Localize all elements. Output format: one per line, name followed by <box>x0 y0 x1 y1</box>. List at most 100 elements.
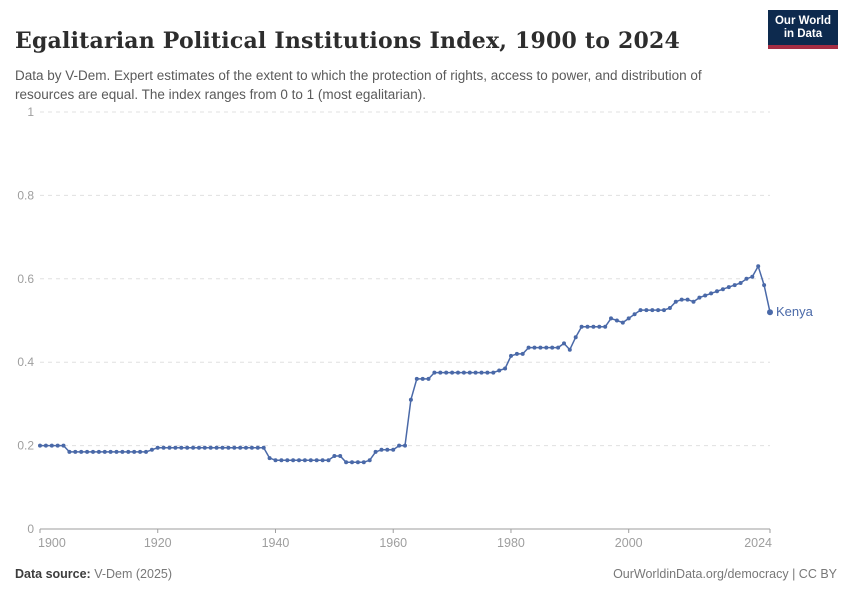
data-point <box>709 291 714 296</box>
x-tick-label: 1940 <box>262 536 290 550</box>
data-point <box>509 353 513 358</box>
data-point <box>155 445 160 450</box>
data-point <box>726 285 731 290</box>
data-point <box>450 370 455 375</box>
data-point <box>573 335 578 340</box>
data-point <box>438 370 443 375</box>
data-point <box>273 458 278 463</box>
data-point <box>609 316 613 321</box>
data-point <box>132 449 137 454</box>
data-point <box>91 449 95 454</box>
data-point <box>656 308 661 313</box>
data-point <box>456 370 460 375</box>
data-point <box>279 458 284 463</box>
data-point <box>426 376 431 381</box>
data-point <box>291 458 296 463</box>
data-point <box>638 308 643 313</box>
x-tick-label: 2024 <box>744 536 772 550</box>
data-point <box>414 376 419 381</box>
data-point <box>703 293 708 298</box>
data-point-end <box>767 309 773 316</box>
data-point <box>715 289 719 294</box>
data-point <box>685 297 690 302</box>
data-point <box>403 443 407 448</box>
entity-label[interactable]: Kenya <box>776 304 813 320</box>
data-point <box>191 445 196 450</box>
logo-line-1: Our World <box>774 15 831 27</box>
data-point <box>297 458 301 463</box>
data-point <box>185 445 190 450</box>
data-point <box>732 283 737 288</box>
data-point <box>503 366 508 371</box>
owid-logo[interactable]: Our World in Data <box>767 10 838 49</box>
data-point <box>532 345 537 350</box>
page-title: Egalitarian Political Institutions Index… <box>15 27 681 54</box>
chart-subtitle: Data by V-Dem. Expert estimates of the e… <box>15 67 702 102</box>
data-point <box>144 449 148 454</box>
data-point <box>202 445 207 450</box>
data-point <box>338 454 343 458</box>
data-point <box>350 460 354 465</box>
data-point <box>744 276 749 281</box>
data-point <box>614 318 619 323</box>
data-point <box>750 274 755 279</box>
data-point <box>61 443 66 448</box>
data-point <box>102 449 107 454</box>
data-point <box>108 449 113 454</box>
data-point <box>738 281 743 285</box>
data-point <box>620 320 625 325</box>
data-point <box>662 308 666 313</box>
data-point <box>208 445 213 450</box>
data-point <box>562 341 566 346</box>
data-point <box>367 458 372 463</box>
data-point <box>650 308 655 313</box>
data-point <box>397 443 402 448</box>
data-point <box>226 445 231 450</box>
data-point <box>762 283 767 288</box>
data-point <box>479 370 484 375</box>
data-point <box>261 445 266 450</box>
data-point <box>55 443 60 448</box>
data-point <box>67 449 72 454</box>
data-point <box>644 308 649 313</box>
data-point <box>85 449 90 454</box>
data-point <box>320 458 325 463</box>
data-point <box>255 445 260 450</box>
data-point <box>285 458 290 463</box>
data-point <box>485 370 490 375</box>
data-point <box>585 324 590 329</box>
credit-link[interactable]: OurWorldinData.org/democracy | CC BY <box>613 567 837 581</box>
y-tick-label: 0.2 <box>17 439 34 453</box>
logo-line-2: in Data <box>783 28 823 40</box>
data-point <box>379 447 384 452</box>
data-point <box>73 449 78 454</box>
data-point <box>538 345 543 350</box>
data-point <box>720 287 725 292</box>
data-point <box>344 460 349 465</box>
data-point <box>126 449 131 454</box>
data-point <box>550 345 555 350</box>
data-point <box>520 351 525 356</box>
y-tick-label: 0.4 <box>17 355 34 369</box>
x-tick-label: 1960 <box>379 536 407 550</box>
data-point <box>79 449 84 454</box>
data-point <box>244 445 248 450</box>
y-tick-label: 0 <box>27 522 34 536</box>
data-point <box>149 447 154 452</box>
data-point <box>526 345 531 350</box>
data-point <box>238 445 243 450</box>
data-point <box>38 443 42 448</box>
x-tick-label: 1900 <box>38 536 66 550</box>
data-point <box>667 306 672 310</box>
data-point <box>43 443 48 448</box>
data-point <box>308 458 313 463</box>
data-point <box>567 347 572 352</box>
data-point <box>173 445 178 450</box>
data-point <box>491 370 496 375</box>
data-point <box>467 370 472 375</box>
x-tick-label: 1920 <box>144 536 172 550</box>
plot-area[interactable] <box>40 112 770 529</box>
data-point <box>161 445 166 450</box>
x-tick-label: 2000 <box>615 536 643 550</box>
